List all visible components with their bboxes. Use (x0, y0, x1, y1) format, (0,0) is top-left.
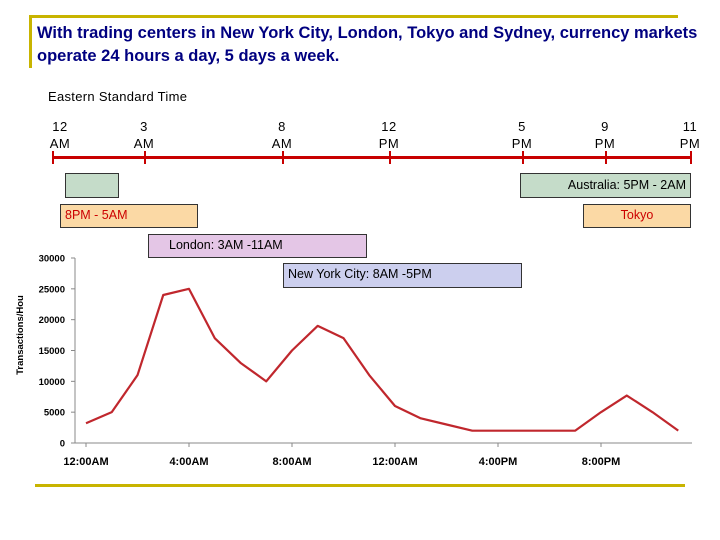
timeline-tick (389, 151, 391, 164)
timeline-tick (690, 151, 692, 164)
x-tick-label: 4:00AM (169, 456, 208, 468)
x-tick-label: 8:00AM (272, 456, 311, 468)
timeline-tick-label-11pm: 11 PM (679, 119, 701, 151)
y-tick-label: 25000 (39, 284, 65, 295)
y-tick-label: 15000 (39, 346, 65, 357)
x-tick-label: 12:00AM (372, 456, 417, 468)
tokyo-session-bar: Tokyo (583, 204, 691, 228)
timeline-tick (522, 151, 524, 164)
y-tick-label: 0 (60, 439, 65, 450)
tokyo-hours-label: 8PM - 5AM (65, 208, 128, 222)
y-tick-label: 10000 (39, 377, 65, 388)
timeline-tick-label-5pm: 5 PM (511, 119, 533, 151)
x-tick-label: 8:00PM (582, 456, 621, 468)
y-tick-label: 30000 (39, 254, 65, 265)
tokyo-session-label: Tokyo (620, 208, 654, 222)
timeline-tick (52, 151, 54, 164)
australia-session-bar: Australia: 5PM - 2AM (520, 173, 691, 198)
timeline-tick-label-9pm: 9 PM (594, 119, 616, 151)
x-tick-label: 4:00PM (479, 456, 518, 468)
timeline-tick-label-12pm: 12 PM (378, 119, 400, 151)
transactions-series-line (85, 287, 679, 432)
title-accent-rule-left (29, 15, 32, 68)
title-accent-rule-top (29, 15, 678, 18)
timeline-tick-label-3am: 3 AM (133, 119, 155, 151)
australia-session-bar-early (65, 173, 119, 198)
bottom-accent-rule (35, 484, 685, 487)
timeline-tick-label-12am: 12 AM (49, 119, 71, 151)
timeline-tick (605, 151, 607, 164)
london-session-bar: London: 3AM -11AM (148, 234, 367, 258)
y-tick-label: 5000 (44, 408, 65, 419)
y-tick-label: 20000 (39, 315, 65, 326)
timezone-label: Eastern Standard Time (48, 89, 188, 104)
timeline-tick (282, 151, 284, 164)
timeline-tick-label-8am: 8 AM (271, 119, 293, 151)
timeline-axis (52, 156, 692, 159)
timeline-tick (144, 151, 146, 164)
new-york-session-bar: New York City: 8AM -5PM (283, 263, 522, 288)
new-york-session-label: New York City: 8AM -5PM (288, 267, 432, 281)
x-tick-label: 12:00AM (63, 456, 108, 468)
london-session-label: London: 3AM -11AM (169, 238, 283, 252)
tokyo-session-bar-early: 8PM - 5AM (60, 204, 198, 228)
australia-session-label: Australia: 5PM - 2AM (567, 178, 686, 192)
slide-title: With trading centers in New York City, L… (37, 24, 698, 65)
y-axis-label: Transactions/Hou (15, 295, 26, 375)
